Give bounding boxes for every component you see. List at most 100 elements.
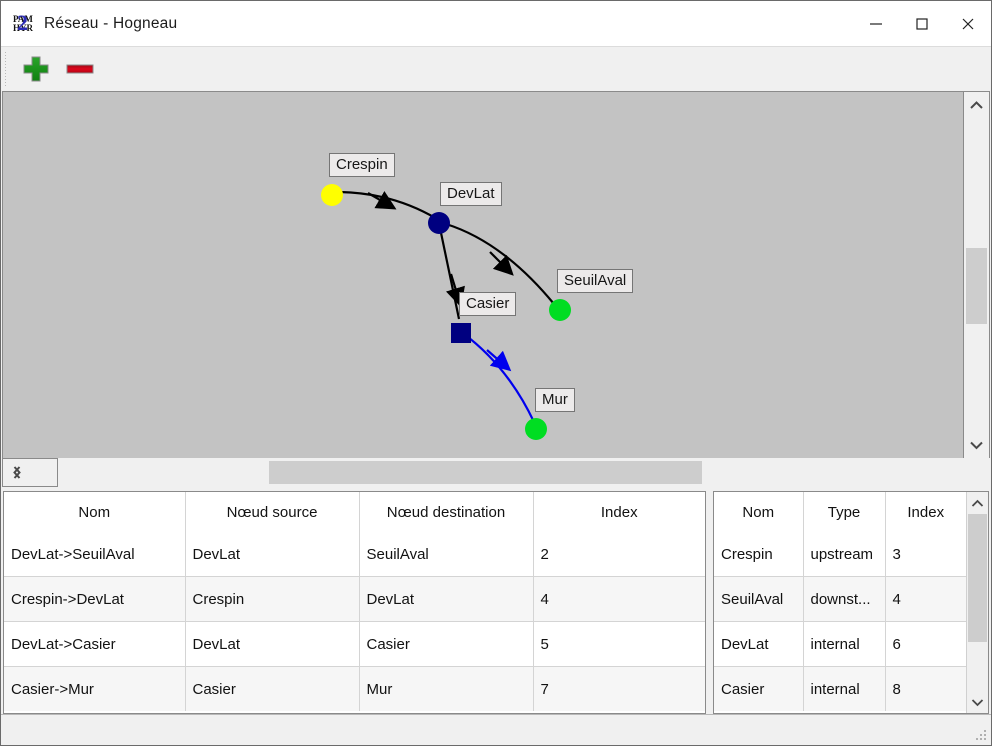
- scroll-right-button[interactable]: [5, 459, 29, 486]
- chevron-left-icon: [13, 466, 21, 479]
- graph-node-crespin: [321, 184, 343, 206]
- graph-node-devlat: [428, 212, 450, 234]
- links-cell-source[interactable]: DevLat: [185, 532, 360, 577]
- remove-element-button[interactable]: [61, 50, 99, 88]
- close-button[interactable]: [945, 1, 991, 46]
- graph-label-seuilaval[interactable]: SeuilAval: [557, 269, 634, 293]
- nodes-col-index[interactable]: Index: [885, 492, 966, 532]
- nodes-col-nom[interactable]: Nom: [714, 492, 804, 532]
- maximize-button[interactable]: [899, 1, 945, 46]
- chevron-down-icon: [970, 441, 983, 450]
- links-cell-nom[interactable]: DevLat->Casier: [4, 621, 186, 667]
- pam-hyr-2-icon: PAM HYR 2: [13, 9, 33, 35]
- links-table-panel: Nom Nœud source Nœud destination Index D…: [3, 491, 706, 714]
- scroll-left-button[interactable]: [5, 459, 29, 486]
- nodes-cell-index[interactable]: 6: [885, 621, 966, 667]
- links-cell-destination[interactable]: SeuilAval: [359, 532, 534, 577]
- network-canvas[interactable]: Crespin DevLat SeuilAval Casier Mur: [2, 91, 963, 458]
- nodes-scroll-up-button[interactable]: [967, 493, 988, 513]
- links-cell-source[interactable]: DevLat: [185, 621, 360, 667]
- minimize-icon: [870, 22, 882, 25]
- tables-area: Nom Nœud source Nœud destination Index D…: [1, 487, 991, 714]
- nodes-cell-index[interactable]: 8: [885, 666, 966, 711]
- chevron-right-icon: [13, 466, 21, 479]
- minimize-button[interactable]: [853, 1, 899, 46]
- scroll-up-button[interactable]: [964, 94, 989, 116]
- links-cell-index[interactable]: 4: [533, 576, 705, 622]
- status-bar: [1, 714, 991, 745]
- network-graph-panel: Crespin DevLat SeuilAval Casier Mur: [2, 91, 990, 487]
- nodes-cell-nom[interactable]: DevLat: [714, 621, 804, 667]
- table-row[interactable]: Casier internal 8: [714, 666, 966, 711]
- nodes-table-panel: Nom Type Index Crespin upstream 3 SeuilA…: [713, 491, 989, 714]
- graph-node-casier: [451, 323, 471, 343]
- nodes-cell-nom[interactable]: SeuilAval: [714, 576, 804, 622]
- window-title: Réseau - Hogneau: [44, 14, 178, 32]
- nodes-cell-index[interactable]: 3: [892, 545, 901, 563]
- links-cell-index[interactable]: 7: [533, 666, 705, 711]
- links-cell-index[interactable]: 5: [533, 621, 705, 667]
- table-row[interactable]: Crespin upstream 3: [714, 532, 966, 577]
- resize-grip-icon[interactable]: [975, 729, 988, 742]
- links-cell-nom[interactable]: Crespin->DevLat: [4, 576, 186, 622]
- nodes-cell-type[interactable]: internal: [803, 621, 886, 667]
- toolbar-drag-handle[interactable]: [4, 52, 9, 86]
- chevron-down-icon: [971, 698, 984, 706]
- graph-label-crespin[interactable]: Crespin: [329, 153, 395, 177]
- nodes-table: Nom Type Index Crespin upstream 3 SeuilA…: [714, 492, 966, 711]
- nodes-scroll-down-button[interactable]: [967, 692, 988, 712]
- nodes-table-header-row: Nom Type Index: [714, 492, 966, 532]
- links-col-nom[interactable]: Nom: [4, 492, 186, 532]
- network-graph-svg: [321, 184, 571, 440]
- window-controls: [853, 1, 991, 46]
- maximize-icon: [916, 17, 928, 30]
- canvas-vscroll-thumb[interactable]: [966, 248, 987, 324]
- links-cell-destination[interactable]: DevLat: [359, 576, 534, 622]
- links-cell-nom[interactable]: DevLat->SeuilAval: [4, 532, 186, 577]
- graph-label-mur[interactable]: Mur: [535, 388, 575, 412]
- links-cell-destination[interactable]: Casier: [359, 621, 534, 667]
- links-cell-index[interactable]: 2: [540, 545, 549, 563]
- table-row[interactable]: DevLat->SeuilAval DevLat SeuilAval 2: [4, 532, 705, 577]
- toolbar: [1, 46, 991, 91]
- table-row[interactable]: Crespin->DevLat Crespin DevLat 4: [4, 576, 705, 622]
- scrollbar-corner: [31, 458, 58, 487]
- links-col-destination[interactable]: Nœud destination: [359, 492, 534, 532]
- scroll-down-button[interactable]: [964, 434, 989, 456]
- links-cell-source[interactable]: Casier: [185, 666, 360, 711]
- canvas-horizontal-scrollbar[interactable]: [2, 458, 702, 487]
- add-element-button[interactable]: [17, 50, 55, 88]
- nodes-col-type[interactable]: Type: [803, 492, 886, 532]
- table-row[interactable]: Casier->Mur Casier Mur 7: [4, 666, 705, 711]
- links-cell-destination[interactable]: Mur: [359, 666, 534, 711]
- chevron-up-icon: [970, 101, 983, 109]
- nodes-cell-type[interactable]: internal: [803, 666, 886, 711]
- links-cell-source[interactable]: Crespin: [185, 576, 360, 622]
- table-row[interactable]: DevLat->Casier DevLat Casier 5: [4, 621, 705, 667]
- nodes-cell-type[interactable]: upstream: [803, 532, 886, 577]
- table-row[interactable]: DevLat internal 6: [714, 621, 966, 667]
- graph-node-mur: [525, 418, 547, 440]
- canvas-hscroll-thumb[interactable]: [269, 461, 702, 484]
- graph-label-devlat[interactable]: DevLat: [440, 182, 502, 206]
- links-col-source[interactable]: Nœud source: [185, 492, 360, 532]
- table-row[interactable]: SeuilAval downst... 4: [714, 576, 966, 622]
- links-col-index[interactable]: Index: [533, 492, 705, 532]
- nodes-cell-nom[interactable]: Crespin: [714, 532, 804, 577]
- nodes-table-vscroll-thumb[interactable]: [968, 514, 987, 642]
- nodes-cell-type[interactable]: downst...: [803, 576, 886, 622]
- close-icon: [962, 18, 974, 29]
- graph-label-casier[interactable]: Casier: [459, 292, 517, 316]
- nodes-table-vertical-scrollbar[interactable]: [966, 492, 988, 713]
- chevron-up-icon: [971, 499, 984, 507]
- title-bar: PAM HYR 2 Réseau - Hogneau: [1, 1, 991, 46]
- nodes-cell-index[interactable]: 4: [885, 576, 966, 622]
- minus-icon: [66, 64, 94, 74]
- nodes-cell-nom[interactable]: Casier: [714, 666, 804, 711]
- links-table-header-row: Nom Nœud source Nœud destination Index: [4, 492, 705, 532]
- links-cell-nom[interactable]: Casier->Mur: [4, 666, 186, 711]
- graph-node-seuilaval: [549, 299, 571, 321]
- links-table: Nom Nœud source Nœud destination Index D…: [4, 492, 705, 711]
- canvas-vertical-scrollbar[interactable]: [963, 91, 990, 458]
